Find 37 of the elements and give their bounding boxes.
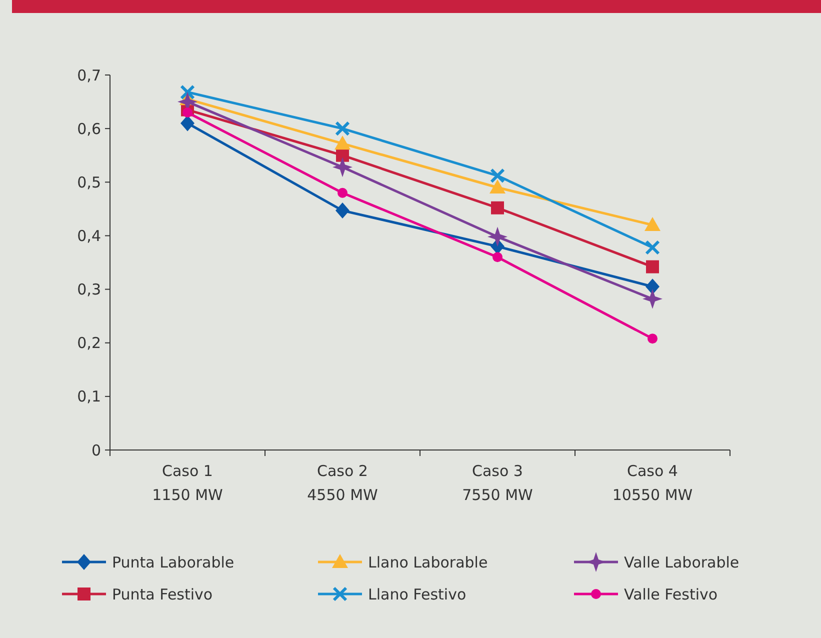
y-tick-label: 0,5 <box>77 173 101 192</box>
y-tick-label: 0,2 <box>77 334 101 352</box>
x-tick-label: Caso 3 7550 MW <box>462 462 534 504</box>
point <box>644 217 660 231</box>
point <box>490 180 506 194</box>
x-tick-label: Caso 2 4550 MW <box>307 462 378 504</box>
point <box>646 260 659 274</box>
y-tick-label: 0,6 <box>77 120 101 138</box>
point <box>338 188 348 198</box>
point <box>334 136 350 150</box>
point <box>332 157 352 178</box>
y-tick-label: 0,4 <box>77 226 101 245</box>
x-tick-label: Caso 4 10550 MW <box>612 462 693 504</box>
y-tick-label: 0,1 <box>77 388 101 406</box>
point <box>336 148 349 162</box>
point <box>488 226 508 247</box>
point <box>646 278 660 295</box>
y-tick-label: 0,7 <box>77 66 101 84</box>
point <box>491 201 504 214</box>
point <box>492 252 502 262</box>
point <box>335 121 350 136</box>
point <box>182 108 192 118</box>
y-tick-label: 0,3 <box>77 280 101 299</box>
point <box>336 202 350 219</box>
legend-label: Punta Laborable <box>112 553 234 572</box>
point <box>180 115 194 132</box>
point <box>490 168 505 184</box>
point <box>645 240 660 255</box>
legend-label: Llano Festivo <box>368 585 466 604</box>
legend-label: Valle Laborable <box>624 553 740 572</box>
y-tick-label: 0 <box>91 441 101 460</box>
legend-label: Punta Festivo <box>112 585 213 604</box>
x-tick-label: Caso 1 1150 MW <box>152 462 224 504</box>
legend-label: Valle Festivo <box>624 585 718 604</box>
point <box>648 334 658 344</box>
point <box>642 288 662 309</box>
legend-label: Llano Laborable <box>368 553 488 572</box>
